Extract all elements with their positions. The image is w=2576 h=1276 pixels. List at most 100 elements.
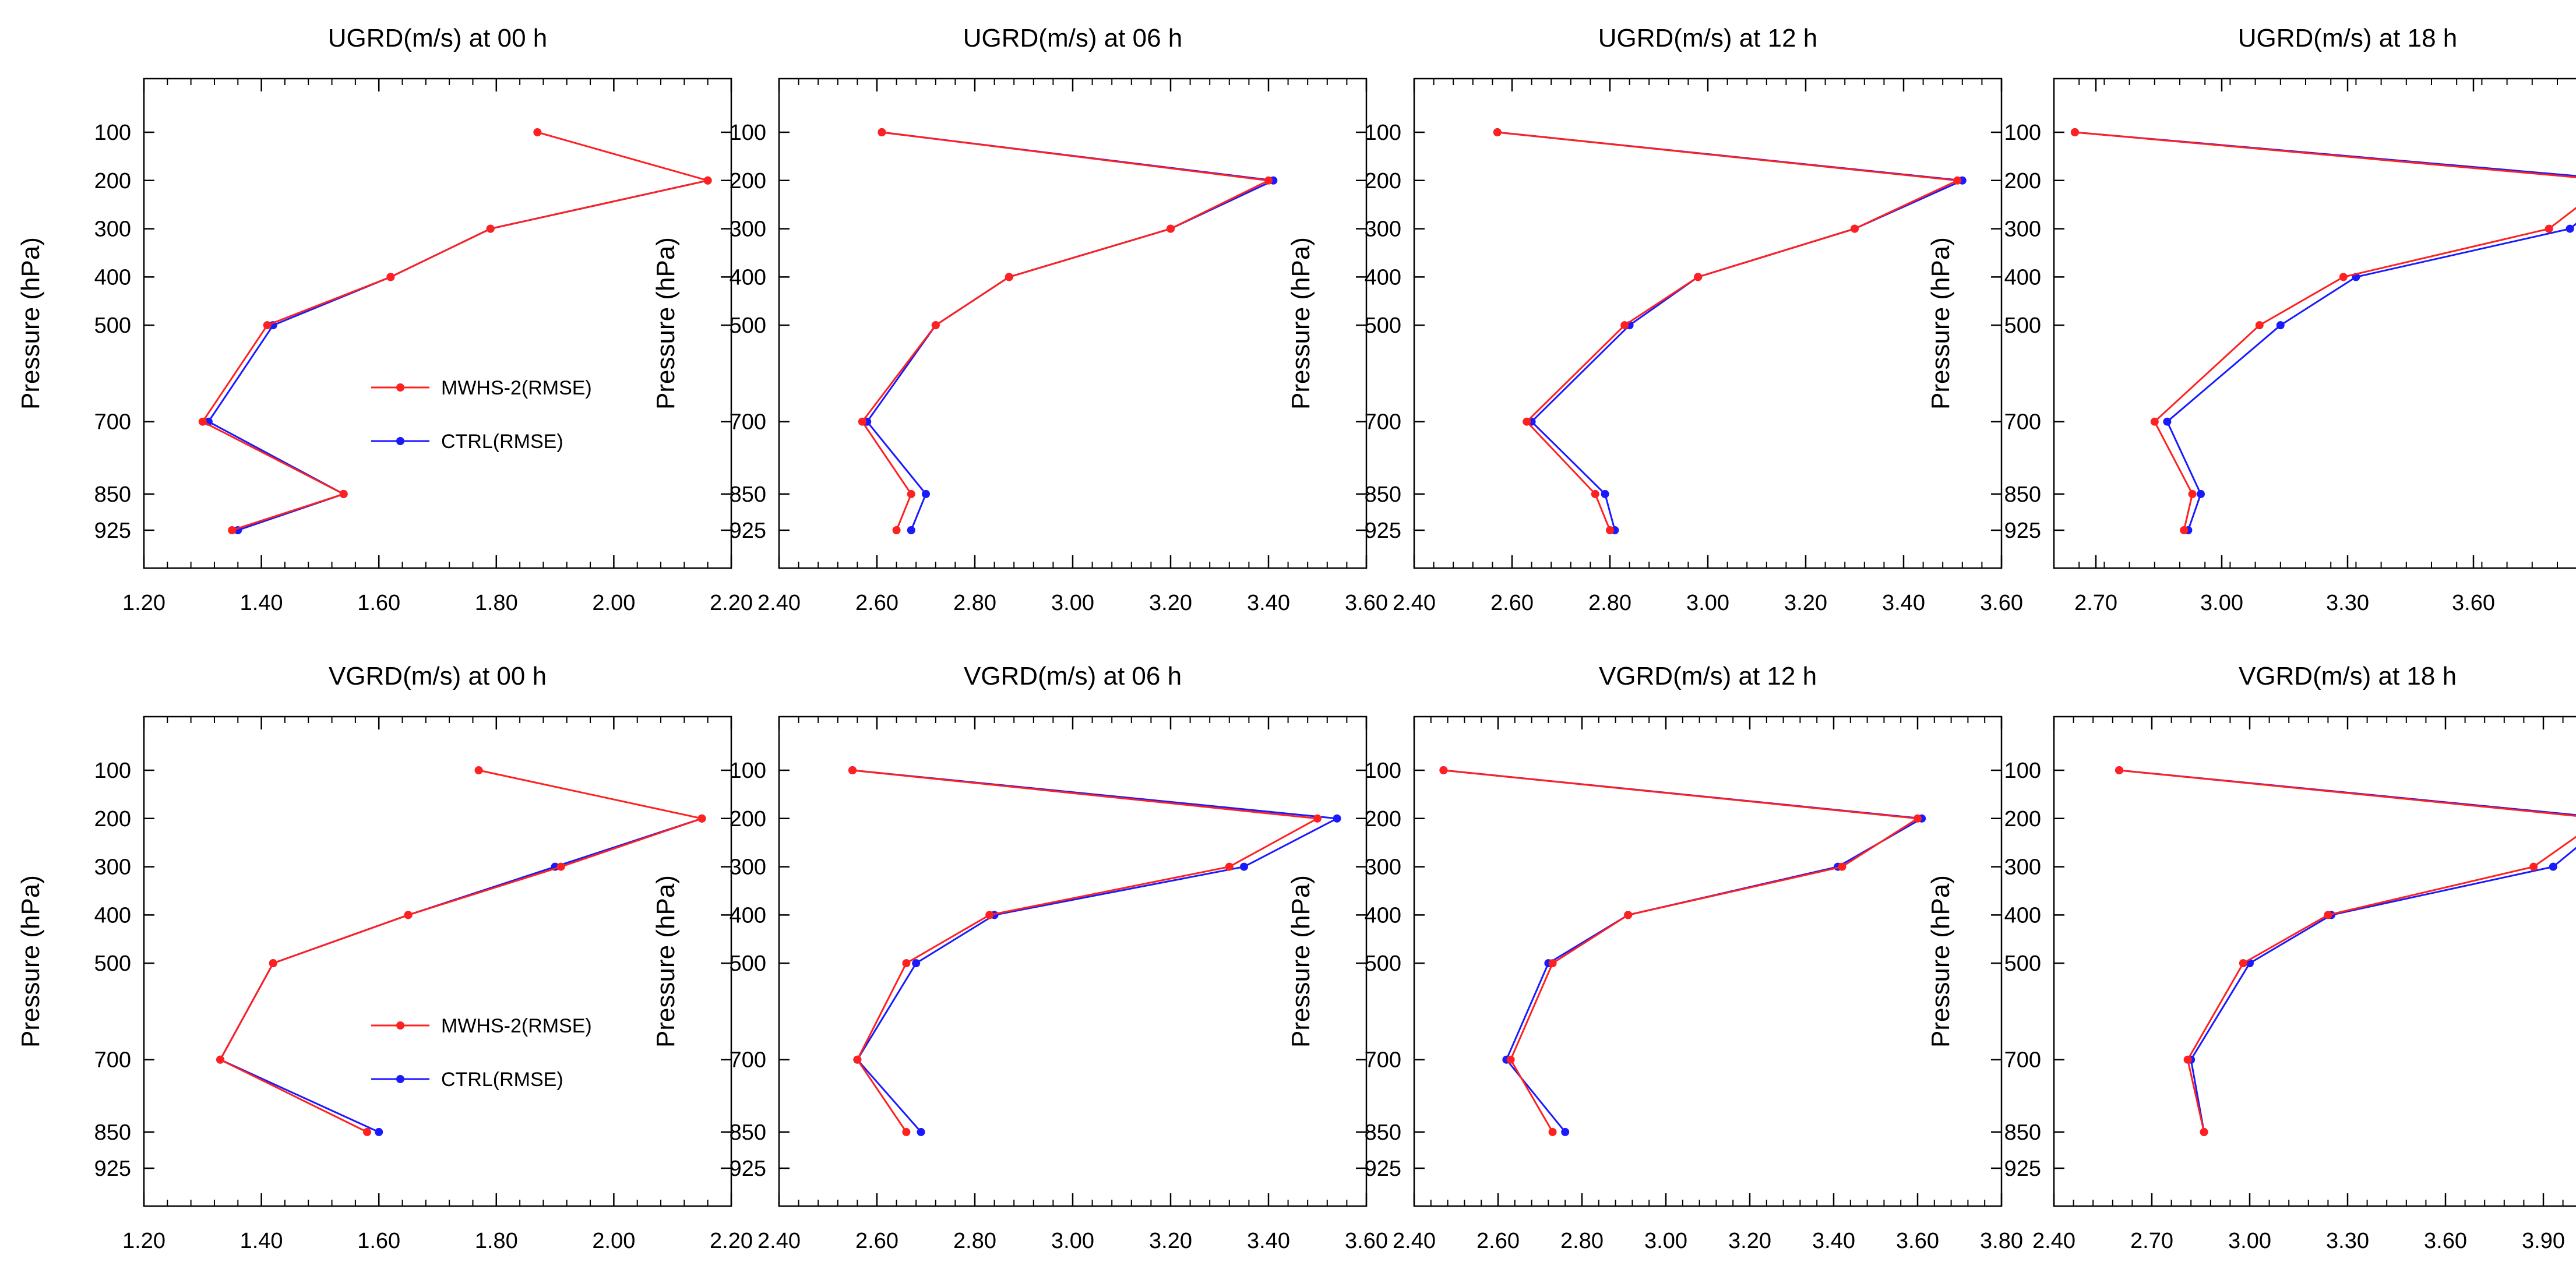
- x-tick-label: 2.60: [855, 1229, 898, 1253]
- data-point-ctrl: [2276, 321, 2285, 330]
- y-tick-label: 850: [94, 482, 131, 507]
- x-tick-label: 3.40: [1882, 591, 1925, 615]
- y-tick-label: 500: [730, 313, 766, 338]
- y-tick-label: 700: [2004, 1048, 2041, 1073]
- data-point-mwhs2: [2071, 128, 2079, 136]
- series-line-mwhs2: [2074, 131, 2576, 531]
- data-point-mwhs2: [386, 273, 395, 281]
- y-tick-label: 200: [1365, 169, 1401, 193]
- y-tick-label: 200: [2004, 807, 2041, 831]
- y-tick-label: 700: [730, 410, 766, 435]
- plot-frame: [143, 715, 732, 1207]
- data-point-mwhs2: [1838, 862, 1846, 871]
- chart-panel: UGRD(m/s) at 18 h Pressure (hPa) 100 200 300…: [1926, 24, 2576, 615]
- data-point-mwhs2: [2529, 862, 2538, 871]
- y-tick-label: 200: [1365, 807, 1401, 831]
- legend-label: CTRL(RMSE): [441, 1069, 563, 1091]
- y-tick-label: 300: [2004, 855, 2041, 880]
- plot-frame: [143, 77, 732, 569]
- x-tick-label: 1.20: [122, 591, 165, 615]
- data-point-mwhs2: [474, 766, 483, 774]
- y-tick-label: 500: [730, 951, 766, 976]
- data-point-mwhs2: [198, 417, 207, 426]
- data-point-ctrl: [1601, 489, 1609, 498]
- x-tick-label: 2.00: [592, 591, 635, 615]
- data-point-mwhs2: [1624, 911, 1633, 919]
- y-tick-label: 500: [2004, 951, 2041, 976]
- plot-frame: [1413, 715, 2003, 1207]
- y-tick-label: 100: [94, 121, 131, 145]
- y-tick-label: 100: [1365, 121, 1401, 145]
- data-point-mwhs2: [1506, 1055, 1515, 1064]
- data-point-ctrl: [907, 526, 915, 534]
- data-point-ctrl: [917, 1127, 925, 1136]
- panel-title: VGRD(m/s) at 12 h: [1599, 662, 1817, 690]
- data-point-mwhs2: [1591, 489, 1599, 498]
- data-point-mwhs2: [878, 128, 886, 136]
- y-tick-label: 850: [2004, 1120, 2041, 1145]
- data-point-mwhs2: [2115, 766, 2123, 774]
- x-tick-label: 1.40: [240, 1229, 283, 1253]
- plot-frame: [778, 77, 1368, 569]
- series-line-mwhs2: [1497, 131, 1961, 531]
- y-tick-label: 300: [730, 217, 766, 242]
- plot-frame: [1413, 77, 2003, 569]
- x-tick-label: 3.60: [2424, 1229, 2467, 1253]
- data-point-mwhs2: [985, 911, 994, 919]
- data-point-ctrl: [2197, 489, 2205, 498]
- y-tick-label: 850: [94, 1120, 131, 1145]
- y-tick-label: 500: [1365, 951, 1401, 976]
- chart-panel: UGRD(m/s) at 12 h Pressure (hPa) 100 200 300…: [1287, 24, 2023, 615]
- x-tick-label: 1.60: [357, 1229, 400, 1253]
- data-point-mwhs2: [2200, 1127, 2208, 1136]
- y-tick-label: 500: [1365, 313, 1401, 338]
- data-point-mwhs2: [216, 1055, 225, 1064]
- y-tick-label: 100: [2004, 121, 2041, 145]
- series-line-ctrl: [1443, 769, 1925, 1133]
- x-tick-label: 3.00: [1051, 1229, 1094, 1253]
- x-tick-label: 1.20: [122, 1229, 165, 1253]
- data-point-mwhs2: [2180, 526, 2189, 534]
- x-tick-label: 3.40: [1247, 591, 1290, 615]
- data-point-mwhs2: [556, 862, 565, 871]
- data-point-ctrl: [922, 489, 930, 498]
- legend-marker: [396, 1075, 404, 1083]
- data-point-mwhs2: [1606, 526, 1614, 534]
- data-point-mwhs2: [2150, 417, 2159, 426]
- y-axis-label: Pressure (hPa): [1287, 875, 1315, 1048]
- x-tick-label: 1.80: [475, 591, 518, 615]
- y-tick-label: 500: [94, 951, 131, 976]
- data-point-mwhs2: [1548, 1127, 1557, 1136]
- y-tick-label: 200: [94, 807, 131, 831]
- y-tick-label: 100: [1365, 759, 1401, 783]
- x-tick-label: 2.40: [757, 1229, 801, 1253]
- y-tick-label: 850: [2004, 482, 2041, 507]
- y-tick-label: 400: [2004, 265, 2041, 290]
- y-tick-label: 400: [730, 265, 766, 290]
- y-tick-label: 700: [2004, 410, 2041, 435]
- chart-panel: VGRD(m/s) at 00 h Pressure (hPa) 100 200 300…: [16, 662, 753, 1253]
- panel-title: VGRD(m/s) at 00 h: [329, 662, 547, 690]
- series-line-mwhs2: [1443, 769, 1920, 1133]
- y-tick-label: 700: [1365, 410, 1401, 435]
- y-tick-label: 850: [730, 482, 766, 507]
- y-tick-label: 925: [730, 519, 766, 543]
- x-tick-label: 2.40: [2032, 1229, 2075, 1253]
- panel-title: VGRD(m/s) at 18 h: [2239, 662, 2457, 690]
- data-point-mwhs2: [1851, 224, 1859, 233]
- y-tick-label: 200: [94, 169, 131, 193]
- y-tick-label: 100: [730, 121, 766, 145]
- data-point-ctrl: [1561, 1127, 1570, 1136]
- legend-label: CTRL(RMSE): [441, 431, 563, 453]
- data-point-mwhs2: [1620, 321, 1629, 330]
- y-tick-label: 700: [730, 1048, 766, 1073]
- data-point-mwhs2: [1313, 814, 1322, 823]
- series-line-ctrl: [2074, 131, 2576, 531]
- series-line-ctrl: [866, 131, 1277, 531]
- y-tick-label: 300: [94, 855, 131, 880]
- y-tick-label: 850: [1365, 482, 1401, 507]
- y-tick-label: 925: [94, 519, 131, 543]
- x-tick-label: 3.00: [1051, 591, 1094, 615]
- y-tick-label: 400: [2004, 903, 2041, 928]
- data-point-mwhs2: [1264, 176, 1273, 185]
